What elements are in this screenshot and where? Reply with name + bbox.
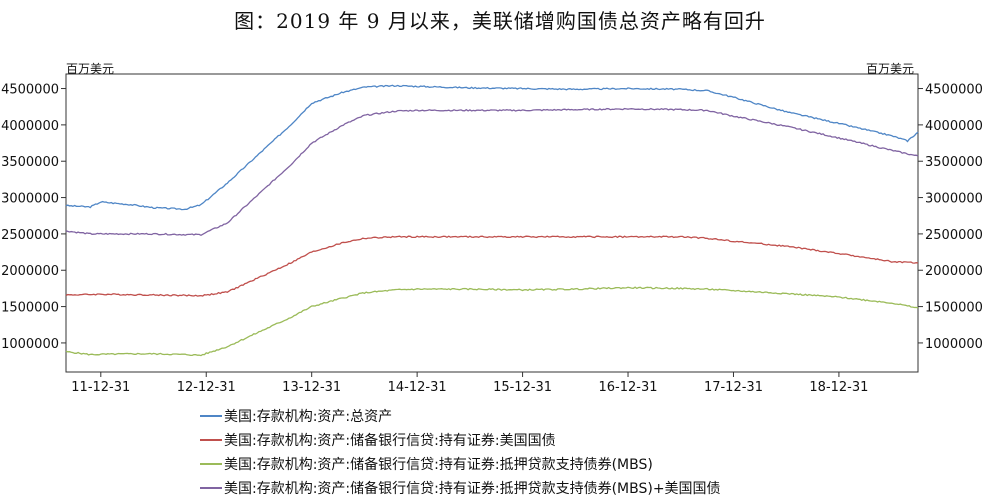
x-tick-label: 11-12-31 (71, 380, 130, 395)
y-tick-label-left: 3500000 (1, 155, 59, 170)
y-tick-label-left: 1000000 (1, 337, 59, 352)
legend-swatch (200, 439, 222, 441)
x-tick-label: 17-12-31 (704, 380, 763, 395)
y-tick-label-right: 4000000 (925, 119, 983, 134)
y-tick-label-right: 4500000 (925, 83, 983, 98)
x-tick-label: 14-12-31 (388, 380, 447, 395)
y-tick-label-right: 1000000 (925, 337, 983, 352)
legend-item: 美国:存款机构:资产:储备银行信贷:持有证券:抵押贷款支持债券(MBS)+美国国… (200, 476, 721, 500)
x-tick-label: 18-12-31 (809, 380, 868, 395)
right-axis-unit: 百万美元 (866, 62, 915, 76)
y-tick-label-left: 2000000 (1, 264, 59, 279)
line-chart: 1000000 1000000 1500000 1500000 2000000 20000… (1, 73, 983, 395)
x-tick-label: 15-12-31 (493, 380, 552, 395)
y-tick-label-right: 2500000 (925, 228, 983, 243)
y-tick-label-right: 3500000 (925, 155, 983, 170)
legend-item: 美国:存款机构:资产:总资产 (200, 404, 721, 428)
series-line (65, 84, 919, 211)
legend-label: 美国:存款机构:资产:储备银行信贷:持有证券:抵押贷款支持债券(MBS)+美国国… (224, 481, 721, 497)
y-tick-label-left: 4000000 (1, 119, 59, 134)
y-tick-label-left: 3000000 (1, 192, 59, 207)
left-axis-unit: 百万美元 (66, 62, 115, 76)
legend-swatch (200, 463, 222, 465)
chart-legend: 美国:存款机构:资产:总资产美国:存款机构:资产:储备银行信贷:持有证券:美国国… (200, 404, 721, 500)
series-line (65, 235, 919, 297)
y-tick-label-left: 4500000 (1, 83, 59, 98)
x-tick-label: 16-12-31 (599, 380, 658, 395)
y-tick-label-right: 3000000 (925, 192, 983, 207)
legend-label: 美国:存款机构:资产:储备银行信贷:持有证券:抵押贷款支持债券(MBS) (224, 457, 653, 473)
legend-item: 美国:存款机构:资产:储备银行信贷:持有证券:抵押贷款支持债券(MBS) (200, 452, 721, 476)
y-tick-label-right: 1500000 (925, 301, 983, 316)
y-tick-label-left: 2500000 (1, 228, 59, 243)
legend-swatch (200, 487, 222, 489)
y-tick-label-left: 1500000 (1, 301, 59, 316)
legend-item: 美国:存款机构:资产:储备银行信贷:持有证券:美国国债 (200, 428, 721, 452)
legend-label: 美国:存款机构:资产:总资产 (224, 409, 393, 425)
y-tick-label-right: 2000000 (925, 264, 983, 279)
series-line (65, 286, 919, 357)
legend-swatch (200, 415, 222, 417)
plot-frame (65, 73, 919, 373)
x-tick-label: 12-12-31 (177, 380, 236, 395)
legend-label: 美国:存款机构:资产:储备银行信贷:持有证券:美国国债 (224, 433, 556, 449)
chart-title: 图：2019 年 9 月以来，美联储增购国债总资产略有回升 (234, 9, 766, 33)
x-tick-label: 13-12-31 (282, 380, 341, 395)
series-line (65, 107, 919, 237)
